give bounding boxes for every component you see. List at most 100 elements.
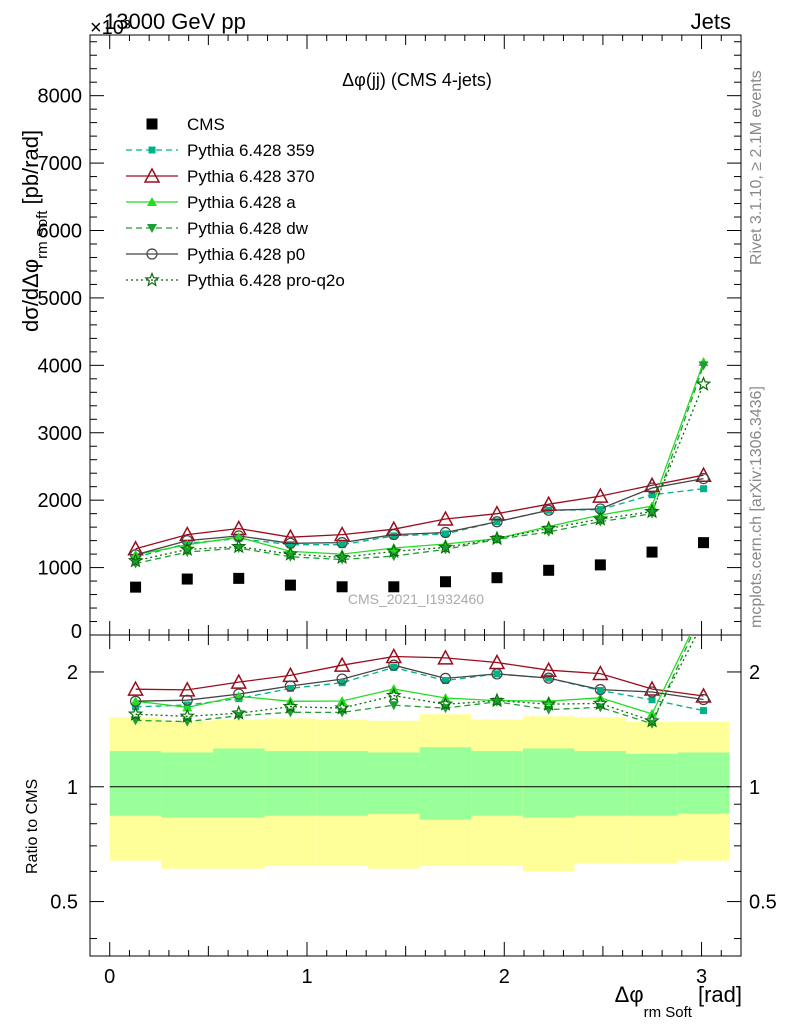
legend-label: Pythia 6.428 370 <box>187 167 315 186</box>
series-point <box>491 535 502 545</box>
data-point <box>594 559 606 571</box>
ratio-point <box>697 693 710 706</box>
series-point <box>282 545 299 561</box>
legend-marker <box>147 224 157 233</box>
data-point <box>181 573 193 585</box>
data-point <box>543 564 555 576</box>
y-tick-label: 2000 <box>38 490 83 512</box>
process-label: Jets <box>691 9 731 34</box>
y-tick-label: 3000 <box>38 423 83 445</box>
series-point <box>388 543 399 553</box>
ratio-point <box>540 661 557 677</box>
axes-frames <box>89 34 742 957</box>
ratio-line <box>135 635 693 725</box>
series-point <box>333 525 351 542</box>
ratio-point <box>441 677 449 685</box>
band-stat-bin <box>109 751 162 816</box>
axis-ticks: 1000 2000 3000 4000 5000 6000 7000 8000 0 0 1 2 3 0.5… <box>38 35 777 988</box>
legend-marker <box>144 271 160 287</box>
series-point <box>700 485 708 493</box>
ratio-point <box>127 680 144 696</box>
x-axis-title-sub: rm Soft <box>644 1004 693 1021</box>
ratio-line <box>135 655 704 697</box>
series-point <box>286 541 294 549</box>
series-point <box>385 520 403 536</box>
ratio-point <box>699 605 709 614</box>
band-stat-bin <box>419 747 472 820</box>
ratio-tick-label: 2 <box>67 662 78 684</box>
x-tick-label: 2 <box>499 966 510 988</box>
series-point <box>697 472 710 485</box>
series-point <box>437 510 454 526</box>
ratio-point <box>388 659 400 671</box>
band-stat-bin <box>626 753 678 816</box>
ratio-point <box>334 699 350 715</box>
x-axis-title-unit: [rad] <box>698 982 742 1007</box>
series-point <box>233 544 244 554</box>
series-point <box>336 537 348 549</box>
series-markers <box>127 356 712 729</box>
series-point <box>441 530 449 538</box>
ratio-point <box>491 697 502 707</box>
ratio-point <box>700 707 708 715</box>
y-axis-title-unit: [pb/rad] <box>18 130 43 205</box>
legend-marker <box>146 118 158 130</box>
series-point <box>179 541 195 556</box>
ratio-line <box>135 635 698 722</box>
ratio-point <box>594 683 606 696</box>
series-point <box>181 535 193 547</box>
series-point <box>596 506 604 514</box>
series-point <box>644 503 660 519</box>
y-tick-label: 1000 <box>38 558 83 580</box>
band-stat-bin <box>367 752 420 814</box>
ratio-point <box>178 681 196 697</box>
ratio-point <box>437 696 454 711</box>
legend-label: Pythia 6.428 dw <box>187 219 309 238</box>
band-stat-bin <box>677 752 730 814</box>
ratio-point <box>127 706 144 721</box>
series-point <box>648 491 656 499</box>
legend-label: Pythia 6.428 p0 <box>187 245 305 264</box>
series-point <box>698 361 709 371</box>
y-axis-title-main: dσ/dΔφ <box>18 259 43 332</box>
uncertainty-bands <box>109 714 730 872</box>
series-point <box>543 504 555 516</box>
band-stat-bin <box>316 751 368 816</box>
series-point <box>334 549 350 565</box>
ratio-point <box>386 687 402 703</box>
main-markers-clip <box>127 356 712 593</box>
ratio-point <box>648 696 656 704</box>
series-lines <box>135 361 705 725</box>
ratio-point <box>284 680 297 692</box>
ratio-point <box>233 688 245 700</box>
series-point <box>592 510 609 526</box>
ratio-panel-frame <box>89 634 742 957</box>
series-point <box>489 530 505 546</box>
series-point <box>388 552 399 562</box>
series-point <box>695 376 712 391</box>
series-point <box>386 543 402 559</box>
band-stat-bin <box>213 748 265 818</box>
band-stat-bin <box>522 748 575 818</box>
series-line <box>135 361 705 556</box>
data-point <box>130 581 142 593</box>
series-point <box>491 516 503 528</box>
ratio-tick-label-right: 2 <box>749 662 760 684</box>
ratio-point <box>540 696 557 711</box>
ratio-point <box>130 696 141 706</box>
band-stat-bin <box>161 752 214 818</box>
ratio-point <box>596 686 604 694</box>
ratio-point <box>282 698 299 714</box>
ratio-tick-label-right: 0.5 <box>749 892 777 914</box>
chart-title: Δφ(jj) (CMS 4-jets) <box>342 70 492 90</box>
legend: CMS Pythia 6.428 359 Pythia 6.428 370 Pythi… <box>126 115 345 290</box>
series-point <box>439 526 452 539</box>
y-axis-title: dσ/dΔφrm Soft [pb/rad] <box>18 130 51 332</box>
y-tick-label: 4000 <box>38 355 83 377</box>
series-line <box>135 365 705 565</box>
x-tick-label: 3 <box>696 966 707 988</box>
ratio-point <box>333 656 351 672</box>
ratio-point <box>338 679 346 687</box>
ratio-point <box>697 615 709 627</box>
series-line <box>135 474 704 550</box>
